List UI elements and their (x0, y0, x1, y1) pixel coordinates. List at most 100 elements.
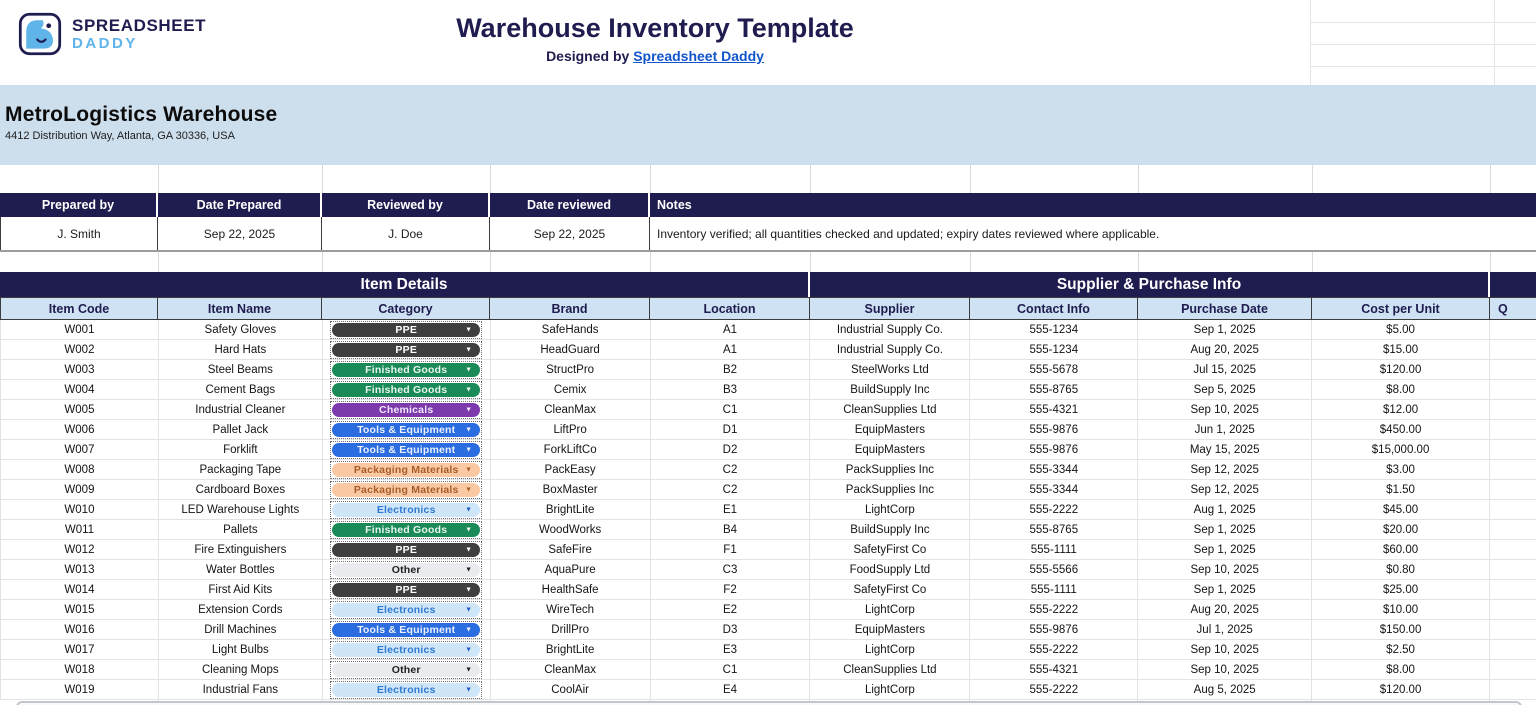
cell-location: C3 (650, 560, 811, 580)
cell-item-name: Pallets (158, 520, 323, 540)
category-dropdown[interactable]: Packaging Materials ▼ (332, 462, 481, 477)
cell-quantity (1490, 320, 1536, 340)
cell-brand: CoolAir (490, 680, 651, 700)
cell-location: B3 (650, 380, 811, 400)
cell-item-code: W005 (1, 400, 159, 420)
category-dropdown[interactable]: Tools & Equipment ▼ (332, 442, 481, 457)
dropdown-arrow-icon: ▼ (465, 546, 473, 553)
cell-item-code: W002 (1, 340, 159, 360)
category-dropdown[interactable]: Electronics ▼ (332, 682, 481, 697)
designer-link[interactable]: Spreadsheet Daddy (633, 48, 764, 64)
cell-item-code: W004 (1, 380, 159, 400)
cell-location: F1 (650, 540, 811, 560)
cell-location: D2 (650, 440, 811, 460)
horizontal-scrollbar[interactable] (16, 701, 1522, 705)
meta-values-row: J. Smith Sep 22, 2025 J. Doe Sep 22, 202… (0, 217, 1536, 252)
cell-supplier: SafetyFirst Co (810, 540, 971, 560)
brand-line2: DADDY (72, 35, 138, 52)
category-dropdown[interactable]: Chemicals ▼ (332, 402, 481, 417)
cell-purchase-date: Aug 20, 2025 (1138, 600, 1313, 620)
category-dropdown[interactable]: PPE ▼ (332, 582, 481, 597)
category-dropdown[interactable]: Packaging Materials ▼ (332, 482, 481, 497)
cell-cost-per-unit: $25.00 (1312, 580, 1491, 600)
cell-location: C1 (650, 400, 811, 420)
table-row: W017 Light Bulbs Electronics ▼ BrightLit… (1, 640, 1536, 660)
category-cell-outline: Electronics ▼ (330, 600, 483, 619)
table-row: W001 Safety Gloves PPE ▼ SafeHands A1 In… (1, 320, 1536, 340)
category-dropdown[interactable]: Finished Goods ▼ (332, 362, 481, 377)
category-dropdown[interactable]: Electronics ▼ (332, 502, 481, 517)
cell-item-name: Industrial Cleaner (158, 400, 323, 420)
cell-brand: CleanMax (490, 660, 651, 680)
cell-brand: CleanMax (490, 400, 651, 420)
dropdown-arrow-icon: ▼ (465, 506, 473, 513)
category-dropdown[interactable]: Other ▼ (332, 562, 481, 577)
dropdown-arrow-icon: ▼ (465, 426, 473, 433)
company-name: MetroLogistics Warehouse (5, 103, 278, 126)
category-dropdown[interactable]: PPE ▼ (332, 542, 481, 557)
grid-spacer (0, 165, 1536, 193)
cell-cost-per-unit: $8.00 (1312, 380, 1491, 400)
cell-supplier: PackSupplies Inc (810, 480, 971, 500)
cell-item-name: Light Bulbs (158, 640, 323, 660)
cell-supplier: LightCorp (810, 680, 971, 700)
company-banner: MetroLogistics Warehouse 4412 Distributi… (0, 85, 1536, 165)
cell-quantity (1490, 660, 1536, 680)
cell-quantity (1490, 360, 1536, 380)
category-dropdown[interactable]: Tools & Equipment ▼ (332, 622, 481, 637)
cell-supplier: LightCorp (810, 500, 971, 520)
category-label: Other (391, 563, 421, 576)
category-dropdown[interactable]: PPE ▼ (332, 322, 481, 337)
meta-header-date-reviewed: Date reviewed (490, 193, 650, 217)
category-label: Tools & Equipment (357, 623, 456, 636)
table-row: W004 Cement Bags Finished Goods ▼ Cemix … (1, 380, 1536, 400)
cell-item-name: Steel Beams (158, 360, 323, 380)
table-body: W001 Safety Gloves PPE ▼ SafeHands A1 In… (0, 320, 1536, 700)
cell-purchase-date: Aug 20, 2025 (1138, 340, 1313, 360)
category-dropdown[interactable]: Finished Goods ▼ (332, 522, 481, 537)
cell-location: E2 (650, 600, 811, 620)
cell-supplier: FoodSupply Ltd (810, 560, 971, 580)
category-dropdown[interactable]: Other ▼ (332, 662, 481, 677)
table-row: W009 Cardboard Boxes Packaging Materials… (1, 480, 1536, 500)
category-dropdown[interactable]: Finished Goods ▼ (332, 382, 481, 397)
cell-item-code: W007 (1, 440, 159, 460)
cell-brand: BrightLite (490, 640, 651, 660)
cell-cost-per-unit: $3.00 (1312, 460, 1491, 480)
table-row: W006 Pallet Jack Tools & Equipment ▼ Lif… (1, 420, 1536, 440)
cell-item-name: Industrial Fans (158, 680, 323, 700)
cell-category: Tools & Equipment ▼ (322, 440, 491, 460)
cell-contact-info: 555-5566 (970, 560, 1139, 580)
cell-contact-info: 555-1234 (970, 320, 1139, 340)
meta-header-reviewed-by: Reviewed by (322, 193, 490, 217)
cell-item-code: W016 (1, 620, 159, 640)
category-label: Electronics (376, 643, 436, 656)
cell-purchase-date: Sep 1, 2025 (1138, 540, 1313, 560)
cell-item-name: Packaging Tape (158, 460, 323, 480)
category-label: Electronics (376, 603, 436, 616)
cell-brand: WireTech (490, 600, 651, 620)
cell-category: Packaging Materials ▼ (322, 460, 491, 480)
col-location: Location (650, 298, 810, 319)
cell-purchase-date: Aug 1, 2025 (1138, 500, 1313, 520)
cell-item-code: W001 (1, 320, 159, 340)
cell-item-code: W019 (1, 680, 159, 700)
meta-header-prepared-by: Prepared by (0, 193, 158, 217)
meta-value-notes: Inventory verified; all quantities check… (657, 226, 1160, 241)
col-category: Category (322, 298, 490, 319)
category-dropdown[interactable]: Tools & Equipment ▼ (332, 422, 481, 437)
col-contact-info: Contact Info (970, 298, 1138, 319)
gridline (1310, 0, 1311, 85)
cell-supplier: SafetyFirst Co (810, 580, 971, 600)
column-header-row: Item Code Item Name Category Brand Locat… (0, 297, 1536, 320)
category-dropdown[interactable]: PPE ▼ (332, 342, 481, 357)
cell-supplier: LightCorp (810, 640, 971, 660)
col-quantity-cut: Q (1498, 301, 1508, 316)
category-cell-outline: Chemicals ▼ (330, 400, 483, 419)
cell-quantity (1490, 380, 1536, 400)
category-dropdown[interactable]: Electronics ▼ (332, 642, 481, 657)
cell-contact-info: 555-1111 (970, 580, 1139, 600)
cell-item-name: Extension Cords (158, 600, 323, 620)
category-dropdown[interactable]: Electronics ▼ (332, 602, 481, 617)
brand-wordmark: SPREADSHEET DADDY (72, 16, 206, 52)
